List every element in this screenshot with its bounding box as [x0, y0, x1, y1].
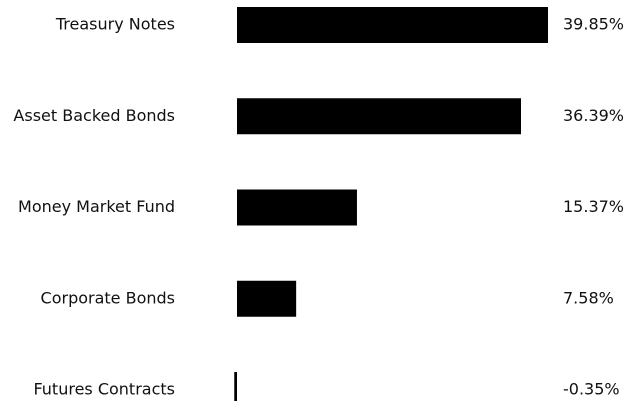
bar [237, 189, 357, 226]
bar [237, 280, 297, 317]
bar [237, 98, 521, 135]
bar [237, 7, 548, 43]
value-label: 15.37% [563, 197, 624, 216]
value-label: 39.85% [563, 15, 624, 34]
value-label: 36.39% [563, 106, 624, 125]
value-label: -0.35% [563, 380, 620, 399]
category-label: Asset Backed Bonds [13, 106, 175, 125]
bar [234, 372, 237, 401]
value-label: 7.58% [563, 288, 614, 307]
category-label: Money Market Fund [18, 197, 175, 216]
category-label: Treasury Notes [55, 15, 175, 34]
category-label: Corporate Bonds [41, 288, 175, 307]
category-label: Futures Contracts [33, 380, 175, 399]
